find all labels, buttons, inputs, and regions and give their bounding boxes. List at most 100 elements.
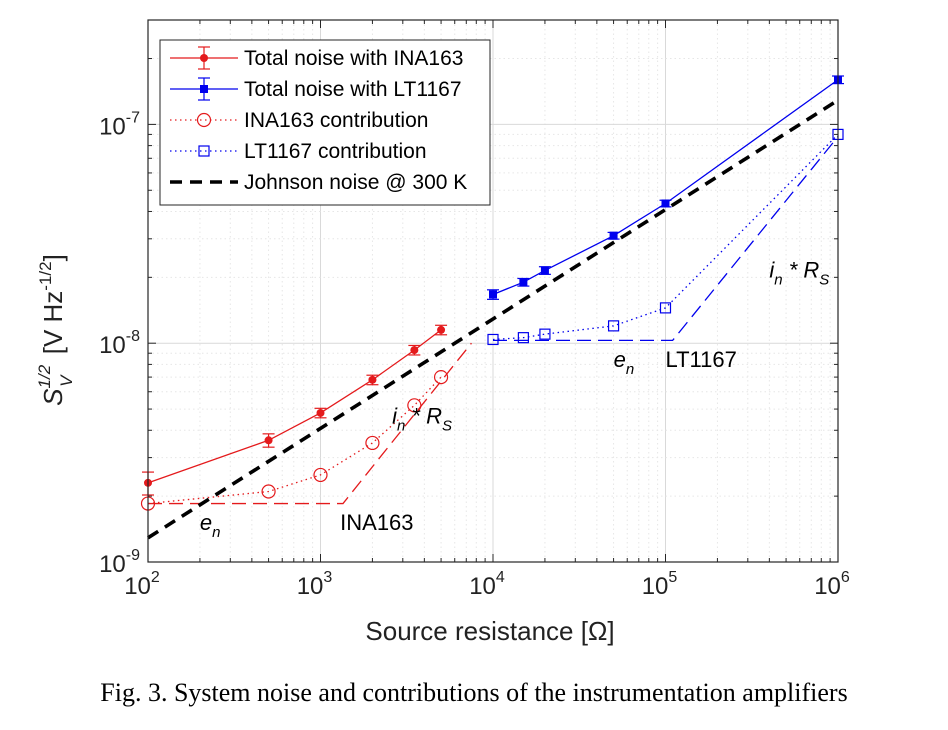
asymptote-line bbox=[148, 342, 472, 505]
data-point bbox=[365, 435, 380, 451]
y-axis-label-base: S bbox=[38, 388, 68, 406]
series-4 bbox=[147, 98, 839, 540]
x-tick-exp: 6 bbox=[841, 569, 850, 586]
annotation-sub: n bbox=[626, 361, 634, 378]
annotation-sub: n bbox=[212, 524, 220, 541]
legend-marker bbox=[198, 145, 210, 157]
data-point bbox=[609, 231, 618, 240]
svg-text:S1/2V [V Hz-1/2]: S1/2 V [V Hz-1/2] bbox=[35, 254, 76, 406]
y-tick-exp: -8 bbox=[126, 328, 140, 345]
legend-marker bbox=[196, 112, 212, 128]
y-tick-label: 10-8 bbox=[99, 328, 140, 359]
annotation-base: e bbox=[200, 510, 212, 535]
data-point bbox=[607, 320, 620, 332]
legend-label: Total noise with INA163 bbox=[244, 47, 463, 70]
series-line bbox=[147, 98, 839, 540]
y-axis-label: S1/2 V [V Hz-1/2] bbox=[35, 254, 76, 406]
data-point bbox=[316, 408, 325, 417]
data-point bbox=[489, 290, 497, 299]
annotation-in-rs-ina: in * RS bbox=[392, 403, 452, 434]
legend-label: INA163 contribution bbox=[244, 109, 428, 132]
y-tick-base: 10 bbox=[99, 113, 126, 140]
y-tick-base: 10 bbox=[99, 332, 126, 359]
y-axis-label-unit-open: [V Hz bbox=[38, 291, 68, 362]
y-axis-label-sub: V bbox=[57, 374, 76, 387]
annotation-suffix: * R bbox=[783, 257, 820, 282]
legend-label: Total noise with LT1167 bbox=[244, 78, 462, 101]
y-axis-label-unit-sup: -1/2 bbox=[36, 261, 55, 290]
annotation-suffix-sub: S bbox=[442, 417, 452, 434]
x-tick-base: 10 bbox=[124, 573, 151, 600]
y-tick-label: 10-9 bbox=[99, 547, 140, 578]
x-tick-exp: 2 bbox=[151, 569, 160, 586]
x-tick-label: 103 bbox=[297, 569, 333, 600]
data-point bbox=[540, 266, 549, 275]
data-point bbox=[433, 369, 449, 385]
x-tick-exp: 3 bbox=[323, 569, 332, 586]
data-point bbox=[313, 467, 328, 483]
annotation-sub: n bbox=[397, 417, 405, 434]
x-tick-base: 10 bbox=[642, 573, 669, 600]
x-tick-label: 104 bbox=[469, 569, 505, 600]
x-tick-base: 10 bbox=[469, 573, 496, 600]
asymptote-line bbox=[493, 136, 839, 342]
data-point bbox=[264, 436, 273, 445]
annotation-sub: n bbox=[774, 271, 782, 288]
legend-entry: Total noise with LT1167 bbox=[170, 77, 462, 101]
legend-entry: LT1167 contribution bbox=[170, 140, 427, 163]
plot-area bbox=[140, 75, 844, 540]
x-tick-base: 10 bbox=[297, 573, 324, 600]
annotation-en-ina: en bbox=[200, 510, 221, 541]
annotation-base: e bbox=[614, 347, 626, 372]
series-line bbox=[147, 376, 442, 505]
x-tick-exp: 4 bbox=[496, 569, 505, 586]
series-0 bbox=[142, 324, 448, 496]
x-axis-label: Source resistance [Ω] bbox=[365, 616, 614, 646]
data-point bbox=[659, 302, 672, 314]
x-tick-label: 105 bbox=[642, 569, 678, 600]
data-point bbox=[261, 484, 276, 499]
x-tick-exp: 5 bbox=[668, 569, 677, 586]
legend-entry: INA163 contribution bbox=[170, 109, 428, 132]
data-point bbox=[539, 328, 551, 340]
y-tick-label: 10-7 bbox=[99, 109, 140, 140]
legend-label: LT1167 contribution bbox=[244, 140, 427, 163]
data-point bbox=[437, 325, 446, 334]
series-2 bbox=[140, 369, 449, 511]
legend: Total noise with INA163 Total noise with … bbox=[159, 39, 491, 206]
annotation-suffix: * R bbox=[405, 403, 442, 428]
y-tick-exp: -7 bbox=[126, 109, 140, 126]
annotation-lt-label: LT1167 bbox=[666, 347, 737, 372]
data-point bbox=[519, 278, 528, 287]
series-line bbox=[147, 329, 442, 484]
legend-label: Johnson noise @ 300 K bbox=[244, 171, 467, 194]
legend-box bbox=[159, 39, 491, 206]
x-tick-label: 102 bbox=[124, 569, 160, 600]
legend-entry: Johnson noise @ 300 K bbox=[170, 171, 467, 194]
annotation-en-lt: en bbox=[614, 347, 635, 378]
data-point bbox=[517, 332, 529, 344]
annotation-suffix-sub: S bbox=[819, 271, 829, 288]
series-line bbox=[492, 79, 839, 296]
data-point bbox=[407, 398, 422, 413]
legend-marker bbox=[200, 85, 208, 93]
legend-entry: Total noise with INA163 bbox=[170, 46, 463, 70]
data-point bbox=[487, 333, 499, 346]
ticks bbox=[147, 19, 839, 563]
x-tick-base: 10 bbox=[814, 573, 841, 600]
annotation-base: i bbox=[392, 403, 398, 428]
legend-marker bbox=[200, 54, 208, 62]
annotation-in-rs-lt: in * RS bbox=[769, 257, 829, 288]
y-tick-exp: -9 bbox=[126, 547, 140, 564]
data-point bbox=[661, 199, 670, 208]
y-axis-label-unit-close: ] bbox=[38, 254, 68, 261]
figure-caption: Fig. 3. System noise and contributions o… bbox=[100, 678, 848, 707]
y-tick-base: 10 bbox=[99, 551, 126, 578]
data-point bbox=[410, 346, 419, 355]
annotation-ina-label: INA163 bbox=[340, 510, 413, 535]
annotation-base: i bbox=[769, 257, 775, 282]
x-tick-label: 106 bbox=[814, 569, 850, 600]
